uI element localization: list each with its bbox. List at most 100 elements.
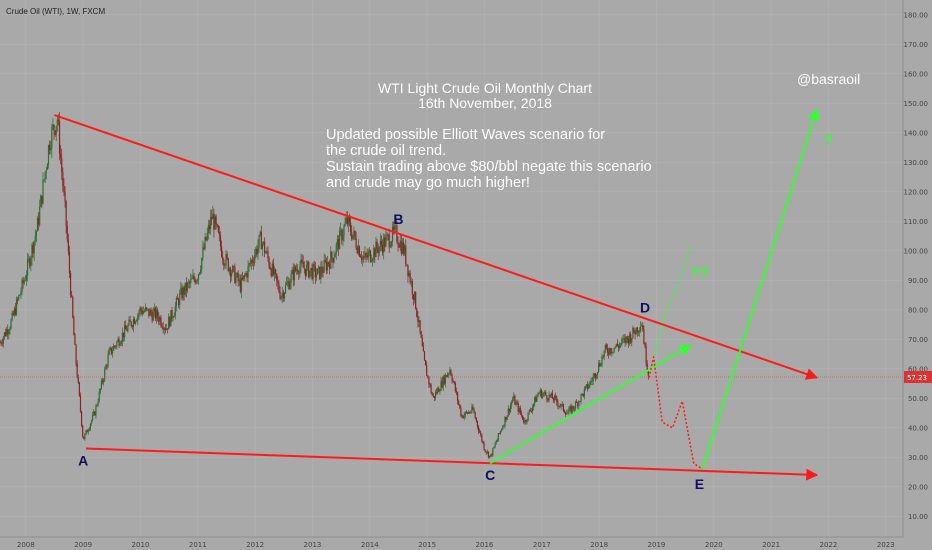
candle-body [171, 310, 173, 319]
candle-body [531, 406, 534, 411]
candle-body [472, 406, 474, 410]
candle-body [213, 213, 215, 230]
candle-body [530, 410, 533, 412]
alt-scenario-up-dotted [648, 244, 692, 378]
chart-subtitle: 16th November, 2018 [418, 95, 552, 111]
y-tick-label: 140.00 [904, 129, 929, 137]
candle-body [25, 275, 28, 281]
candle-body [335, 244, 337, 254]
candle-body [529, 410, 531, 412]
candle-body [294, 266, 297, 271]
candle-body [385, 236, 387, 247]
candle-body [626, 336, 628, 339]
candle-body [376, 241, 378, 249]
candle-body [566, 413, 568, 415]
candle-body [441, 380, 443, 388]
candle-body [567, 412, 569, 414]
candle-body [322, 272, 324, 274]
candle-body [300, 259, 302, 267]
candle-body [170, 310, 172, 327]
candle-body [106, 365, 108, 367]
symbol-header[interactable]: Crude Oil (WTI), 1W, FXCM [6, 7, 105, 16]
candle-body [183, 287, 185, 295]
candle-body [202, 247, 204, 258]
candle-body [295, 269, 298, 271]
candle-body [49, 145, 51, 151]
candle-body [507, 408, 509, 416]
candle-body [94, 411, 96, 416]
candle-body [277, 280, 279, 284]
candle-body [616, 343, 619, 346]
candle-body [197, 274, 200, 281]
candle-body [315, 274, 318, 278]
y-tick-label: 150.00 [904, 100, 929, 108]
candle-body [627, 338, 630, 344]
y-tick-label: 10.00 [908, 513, 928, 521]
candle-body [173, 315, 175, 318]
candle-body [12, 312, 14, 316]
candle-body [527, 412, 529, 421]
y-tick-label: 80.00 [908, 306, 928, 314]
candle-body [636, 327, 638, 333]
candle-body [293, 266, 295, 281]
candle-body [250, 260, 252, 264]
alt-scenario-down-dotted [648, 356, 703, 470]
x-tick-label: 2015 [418, 541, 436, 549]
candle-body [32, 244, 34, 254]
candle-body [234, 266, 236, 283]
candle-body [461, 415, 463, 417]
candle-body [318, 266, 320, 269]
candle-body [443, 376, 445, 384]
x-tick-label: 2017 [533, 541, 551, 549]
x-tick-label: 2014 [361, 541, 379, 549]
candle-body [631, 337, 633, 343]
candle-body [286, 282, 288, 285]
candle-body [239, 279, 241, 292]
candle-body [372, 259, 374, 262]
candle-body [394, 225, 396, 231]
candle-body [8, 331, 10, 335]
candle-body [395, 225, 397, 227]
candle-body [635, 327, 637, 335]
candle-body [614, 346, 616, 348]
candle-body [433, 396, 436, 398]
candle-body [540, 389, 542, 398]
y-tick-label: 120.00 [904, 188, 929, 196]
candle-body [492, 448, 494, 456]
candle-body [261, 243, 264, 250]
candle-body [282, 292, 284, 299]
candle-body [399, 240, 401, 248]
candle-body [605, 345, 608, 348]
wave-label-a: A [78, 452, 88, 468]
candle-body [71, 294, 73, 297]
candle-body [413, 291, 416, 300]
candle-body [140, 307, 142, 311]
time-axis[interactable]: 2008 2009 2010 2011 2012 2013 2014 2015 2016 2017… [17, 541, 895, 549]
candle-body [637, 331, 639, 333]
candle-body [84, 433, 86, 440]
price-axis[interactable]: 10.00 20.00 30.00 40.00 50.00 60.00 70.00 80.00… [904, 11, 932, 521]
candle-body [469, 412, 471, 414]
x-tick-label: 2021 [762, 541, 780, 549]
note-line-4: and crude may go much higher! [326, 175, 530, 191]
candle-body [423, 351, 426, 361]
candle-body [373, 248, 375, 260]
candle-body [0, 342, 1, 344]
candle-body [389, 246, 391, 248]
candle-body [430, 384, 432, 393]
candle-body [375, 241, 377, 257]
candle-body [370, 261, 373, 262]
candle-body [302, 262, 304, 268]
candle-body [95, 405, 97, 416]
candle-body [308, 262, 310, 278]
candle-body [255, 248, 257, 256]
candle-body [152, 311, 154, 321]
candle-body [569, 406, 571, 409]
candle-body [215, 216, 217, 225]
candle-body [381, 245, 384, 253]
candle-body [579, 401, 581, 403]
x-tick-label: 2012 [246, 541, 264, 549]
candle-body [155, 309, 158, 319]
y-tick-label: 100.00 [904, 247, 929, 255]
candle-body [541, 394, 544, 398]
